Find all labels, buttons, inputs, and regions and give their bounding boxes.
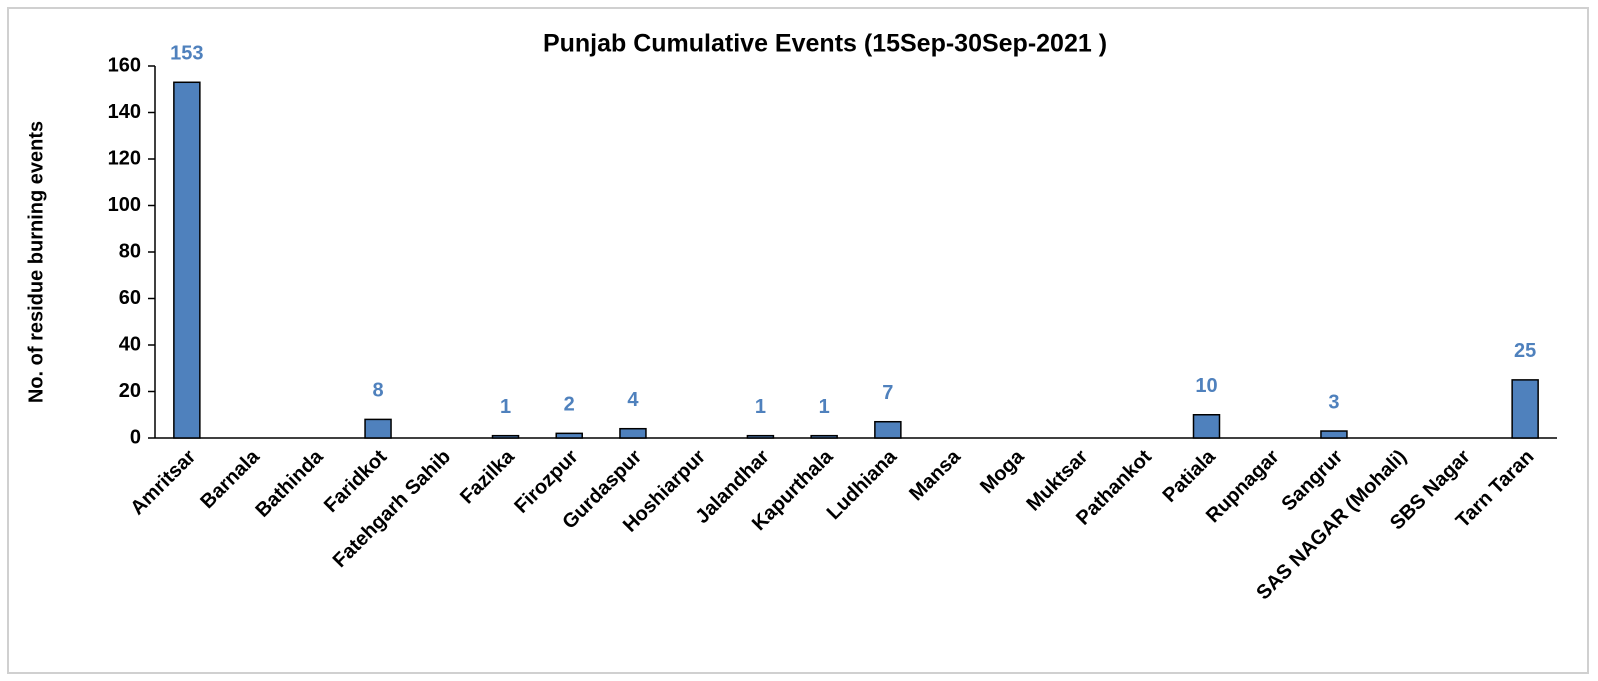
x-tick-label: Bathinda — [252, 445, 329, 522]
data-label: 4 — [627, 389, 639, 411]
bar — [746, 434, 775, 439]
bar — [1192, 414, 1221, 439]
data-label: 25 — [1514, 340, 1536, 362]
y-tick-label: 120 — [108, 147, 141, 169]
x-tick-label: Mansa — [905, 445, 965, 505]
y-tick-label: 0 — [130, 426, 141, 448]
bar — [619, 427, 647, 439]
data-label: 1 — [755, 396, 766, 418]
bar — [1511, 379, 1539, 439]
data-label: 153 — [170, 43, 203, 65]
data-label: 2 — [564, 394, 575, 416]
x-tick-label: Patiala — [1159, 445, 1221, 507]
y-tick-label: 140 — [108, 101, 141, 123]
bar — [810, 434, 838, 439]
data-label: 8 — [372, 380, 383, 402]
y-tick-label: 80 — [119, 240, 141, 262]
y-axis-label: No. of residue burning events — [25, 121, 47, 403]
bar — [173, 81, 201, 439]
data-label: 3 — [1328, 391, 1339, 413]
bar — [555, 432, 583, 439]
y-tick-label: 20 — [119, 380, 141, 402]
x-tick-label: Amritsar — [126, 446, 200, 520]
bar — [1320, 430, 1348, 439]
bar — [874, 420, 902, 439]
y-tick-label: 60 — [119, 287, 141, 309]
x-tick-label: Fatehgarh Sahib — [329, 446, 455, 572]
bar — [491, 434, 520, 439]
data-label: 1 — [819, 396, 830, 418]
data-label: 1 — [500, 396, 511, 418]
x-tick-label: Moga — [976, 445, 1029, 498]
data-label: 10 — [1195, 375, 1217, 397]
x-tick-label: Fazilka — [456, 445, 519, 508]
y-tick-label: 100 — [108, 194, 141, 216]
x-tick-label: Ludhiana — [823, 445, 902, 524]
chart-title: Punjab Cumulative Events (15Sep-30Sep-20… — [543, 30, 1107, 58]
data-label: 7 — [882, 382, 893, 404]
bar — [364, 418, 392, 439]
chart-frame — [7, 7, 1589, 674]
y-tick-label: 160 — [108, 54, 141, 76]
y-tick-label: 40 — [119, 333, 141, 355]
